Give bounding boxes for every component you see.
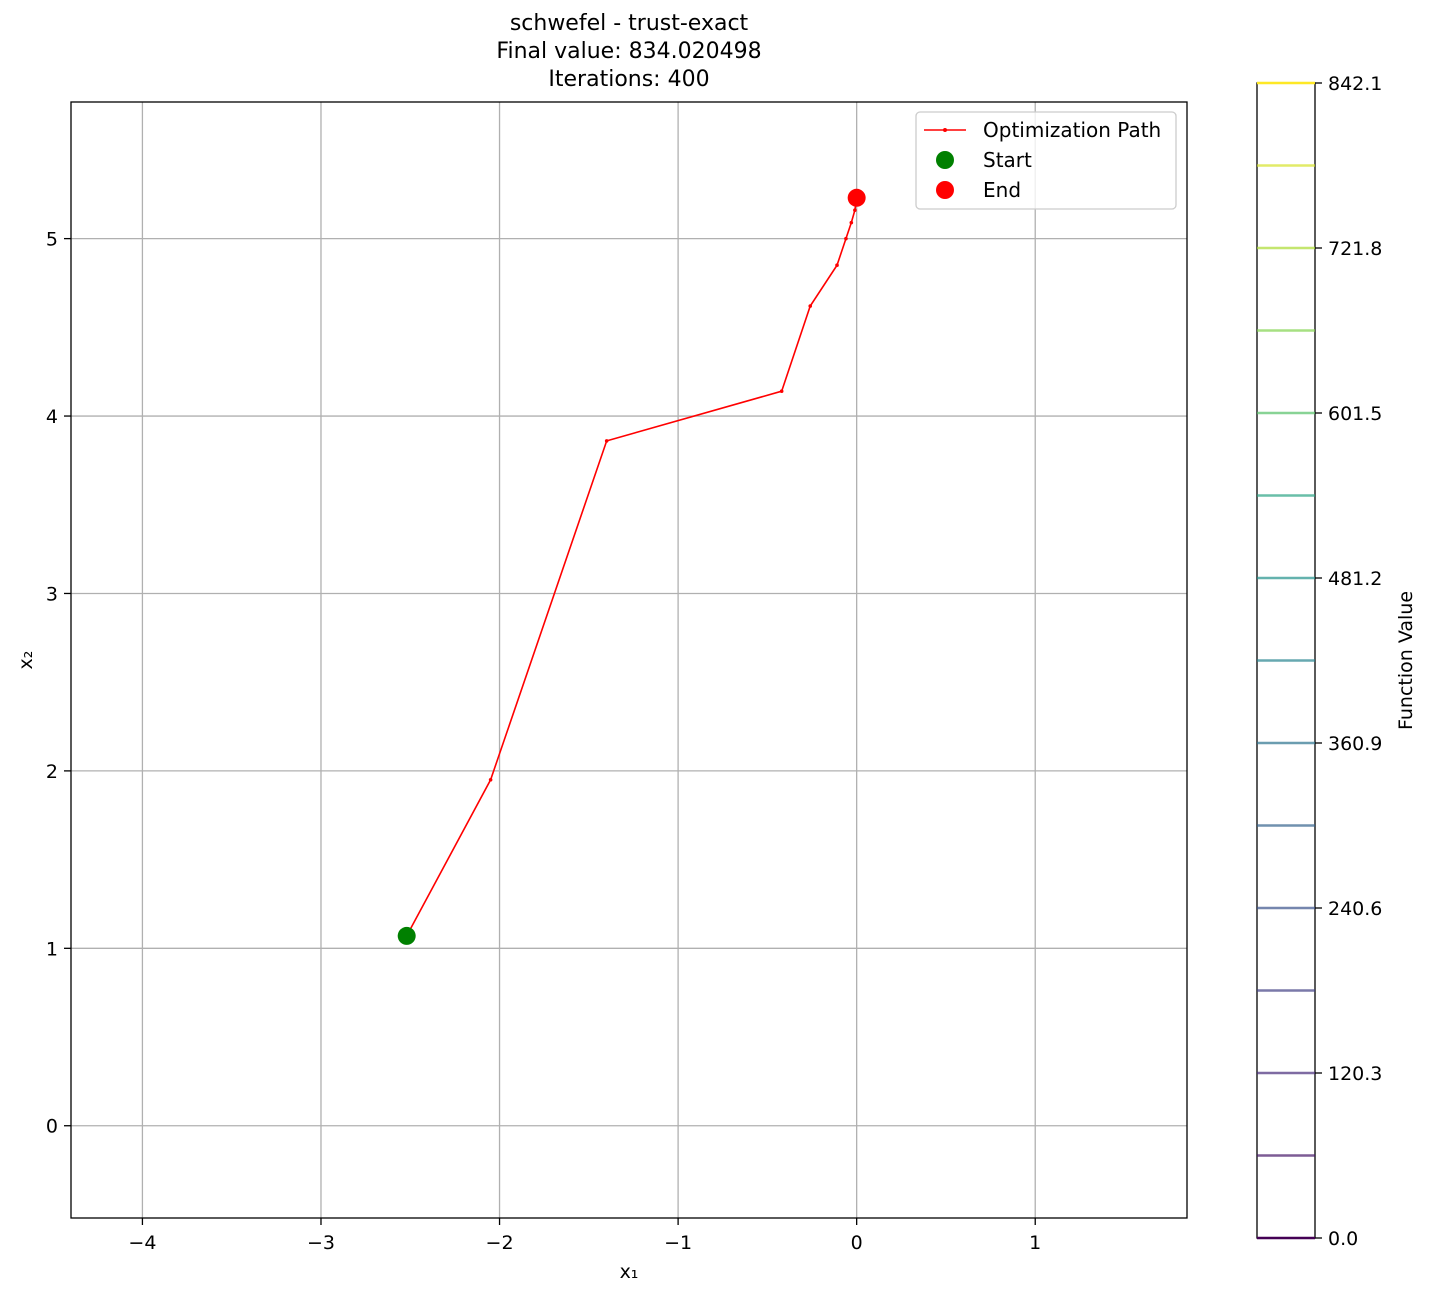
colorbar-tick-label: 120.3 [1328, 1063, 1382, 1085]
colorbar-tick-label: 721.8 [1328, 238, 1382, 260]
legend-start-swatch [936, 151, 954, 169]
path-point [488, 777, 493, 782]
colorbar: 0.0 120.3 240.6 360.9 481.2 601.5 721.8 842.1 F… [1256, 73, 1417, 1250]
y-tick-label: 5 [46, 229, 58, 251]
x-axis-ticks: −4 −3 −2 −1 0 1 [128, 1218, 1041, 1254]
colorbar-ticks: 0.0 120.3 240.6 360.9 481.2 601.5 721.8 842.1 [1315, 73, 1382, 1250]
colorbar-tick-label: 601.5 [1328, 403, 1382, 425]
x-axis-label: x₁ [620, 1261, 639, 1283]
path-point [808, 304, 813, 308]
legend-label-path: Optimization Path [983, 118, 1161, 142]
x-tick-label: −1 [664, 1232, 692, 1254]
title-line-3: Iterations: 400 [548, 67, 710, 92]
start-marker [397, 926, 416, 945]
y-tick-label: 0 [46, 1116, 58, 1138]
legend-end-swatch [936, 181, 954, 199]
y-axis-ticks: 0 1 2 3 4 5 [46, 229, 71, 1138]
colorbar-tick-label: 842.1 [1328, 73, 1382, 95]
colorbar-tick-label: 481.2 [1328, 568, 1382, 590]
legend-label-end: End [983, 178, 1021, 202]
path-point [835, 263, 839, 268]
y-tick-label: 1 [46, 938, 58, 960]
y-tick-label: 4 [46, 406, 58, 428]
y-tick-label: 3 [46, 583, 58, 605]
path-point [849, 220, 854, 225]
x-tick-label: 0 [851, 1232, 863, 1254]
colorbar-levels [1257, 81, 1315, 1240]
x-tick-label: −2 [486, 1232, 514, 1254]
y-tick-label: 2 [46, 761, 58, 783]
legend-box [915, 111, 1177, 210]
optimization-path-line [405, 197, 858, 937]
series-layer [397, 188, 866, 945]
path-point [604, 439, 609, 443]
legend-label-start: Start [983, 148, 1032, 172]
colorbar-label: Function Value [1395, 591, 1417, 730]
x-tick-label: −4 [128, 1232, 156, 1254]
chart-title: schwefel - trust-exact Final value: 834.… [0, 10, 1258, 94]
grid-lines [71, 102, 1187, 1218]
x-tick-label: −3 [307, 1232, 335, 1254]
colorbar-tick-label: 360.9 [1328, 733, 1382, 755]
title-line-1: schwefel - trust-exact [509, 11, 749, 36]
path-point [779, 389, 784, 394]
colorbar-tick-label: 240.6 [1328, 898, 1382, 920]
path-point [853, 208, 857, 213]
y-axis-label: x₂ [15, 651, 37, 670]
title-line-2: Final value: 834.020498 [496, 39, 762, 64]
colorbar-tick-label: 0.0 [1328, 1228, 1358, 1250]
legend: Optimization Path Start End [915, 111, 1177, 210]
x-tick-label: 1 [1029, 1232, 1041, 1254]
end-marker [847, 188, 866, 207]
legend-path-marker [943, 128, 947, 132]
path-point [844, 236, 848, 241]
plot-frame [70, 101, 1188, 1219]
